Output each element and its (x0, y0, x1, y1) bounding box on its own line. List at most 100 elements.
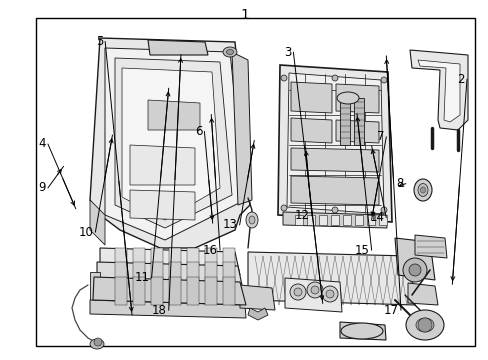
Polygon shape (100, 248, 240, 275)
Polygon shape (115, 248, 127, 275)
Polygon shape (306, 215, 314, 225)
Polygon shape (278, 65, 391, 222)
Circle shape (331, 75, 337, 81)
Text: 12: 12 (294, 210, 309, 222)
Text: 1: 1 (240, 8, 248, 22)
Polygon shape (285, 278, 341, 312)
Polygon shape (339, 322, 385, 340)
Polygon shape (409, 50, 467, 130)
Polygon shape (186, 248, 199, 275)
Circle shape (417, 318, 431, 332)
Ellipse shape (405, 310, 443, 340)
Text: 7: 7 (376, 130, 384, 143)
Polygon shape (414, 235, 446, 258)
Ellipse shape (340, 323, 382, 339)
Polygon shape (115, 58, 231, 228)
Ellipse shape (226, 49, 233, 54)
Polygon shape (318, 215, 326, 225)
Polygon shape (186, 277, 199, 305)
Polygon shape (247, 308, 267, 320)
Polygon shape (169, 262, 181, 290)
Polygon shape (130, 145, 195, 185)
Text: 3: 3 (284, 46, 291, 59)
Ellipse shape (248, 216, 254, 224)
Polygon shape (130, 190, 195, 220)
Polygon shape (105, 48, 244, 240)
Circle shape (325, 290, 333, 298)
Ellipse shape (415, 318, 433, 332)
Polygon shape (339, 98, 349, 145)
Ellipse shape (417, 184, 427, 197)
Polygon shape (240, 285, 274, 310)
Ellipse shape (413, 179, 431, 201)
Circle shape (293, 288, 302, 296)
Polygon shape (148, 40, 207, 55)
Ellipse shape (245, 212, 258, 228)
Polygon shape (90, 38, 249, 248)
Polygon shape (115, 262, 127, 290)
Circle shape (380, 77, 386, 83)
Circle shape (310, 286, 318, 294)
Circle shape (331, 207, 337, 213)
Circle shape (289, 284, 305, 300)
Circle shape (306, 282, 323, 298)
Ellipse shape (90, 339, 104, 349)
Polygon shape (231, 52, 251, 205)
Circle shape (408, 264, 420, 276)
Text: 5: 5 (96, 35, 103, 48)
Polygon shape (366, 215, 374, 225)
Polygon shape (151, 277, 163, 305)
Ellipse shape (336, 92, 358, 104)
Circle shape (281, 75, 286, 81)
Polygon shape (148, 100, 200, 130)
Polygon shape (394, 238, 434, 280)
Polygon shape (151, 248, 163, 275)
Polygon shape (417, 60, 459, 122)
Polygon shape (330, 215, 338, 225)
Text: 4: 4 (39, 138, 46, 150)
Polygon shape (204, 248, 217, 275)
Polygon shape (290, 118, 331, 143)
Text: 15: 15 (354, 244, 369, 257)
Polygon shape (122, 68, 220, 220)
Text: 8: 8 (396, 177, 403, 190)
Text: 14: 14 (368, 211, 384, 224)
Polygon shape (169, 248, 181, 275)
Polygon shape (290, 148, 378, 172)
Polygon shape (133, 248, 145, 275)
Polygon shape (353, 98, 363, 145)
Text: 11: 11 (134, 271, 149, 284)
Polygon shape (204, 262, 217, 290)
Polygon shape (290, 176, 378, 205)
Circle shape (380, 207, 386, 213)
Polygon shape (151, 262, 163, 290)
Text: 18: 18 (151, 304, 166, 317)
Circle shape (402, 258, 426, 282)
Text: 2: 2 (457, 73, 464, 86)
Polygon shape (169, 277, 181, 305)
Text: 17: 17 (383, 304, 398, 317)
Polygon shape (378, 215, 386, 225)
Polygon shape (186, 262, 199, 290)
Circle shape (94, 338, 102, 346)
Text: 16: 16 (203, 244, 218, 257)
Polygon shape (294, 215, 303, 225)
Polygon shape (36, 18, 474, 346)
Polygon shape (290, 82, 331, 113)
Text: 13: 13 (222, 219, 237, 231)
Ellipse shape (420, 187, 425, 193)
Polygon shape (223, 262, 235, 290)
Polygon shape (335, 120, 378, 143)
Text: 9: 9 (39, 181, 46, 194)
Circle shape (281, 205, 286, 211)
Polygon shape (90, 272, 100, 305)
Polygon shape (133, 277, 145, 305)
Text: 10: 10 (78, 226, 93, 239)
Text: 6: 6 (195, 125, 202, 138)
Polygon shape (223, 248, 235, 275)
Polygon shape (354, 215, 362, 225)
Polygon shape (93, 277, 245, 305)
Polygon shape (90, 300, 245, 318)
Circle shape (321, 286, 337, 302)
Polygon shape (204, 277, 217, 305)
